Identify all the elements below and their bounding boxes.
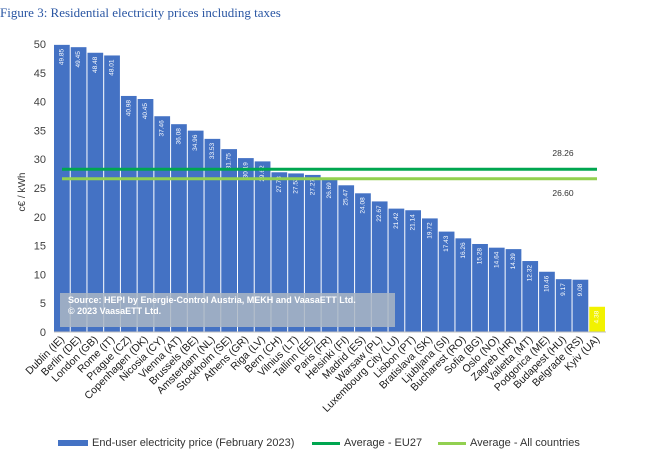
bar-value-label: 16.26 (460, 242, 467, 259)
bar (555, 279, 572, 332)
bar-value-label: 9.17 (560, 283, 567, 296)
y-tick-label: 45 (34, 68, 46, 80)
y-tick-label: 15 (34, 241, 46, 253)
y-tick-label: 10 (34, 269, 46, 281)
bar (505, 249, 522, 332)
y-tick-label: 30 (34, 154, 46, 166)
bar-value-label: 33.53 (209, 142, 216, 159)
legend-label-eu27: Average - EU27 (344, 437, 423, 449)
bar (120, 95, 137, 332)
bar (405, 210, 421, 332)
y-tick-label: 50 (34, 39, 46, 51)
y-tick-label: 25 (34, 183, 46, 195)
bar (271, 172, 288, 332)
legend-swatch-eu27 (312, 441, 340, 445)
legend-item-eu27: Average - EU27 (312, 437, 422, 449)
bar-value-label: 14.64 (493, 251, 500, 268)
bar (522, 261, 539, 332)
bar (589, 306, 605, 332)
bar-value-label: 21.14 (410, 214, 417, 231)
bar-value-label: 12.32 (527, 265, 534, 282)
legend-label-bars: End-user electricity price (February 202… (92, 437, 295, 449)
bar-value-label: 40.98 (125, 100, 132, 117)
bar-value-label: 26.69 (326, 182, 333, 199)
bar-value-label: 49.45 (75, 51, 82, 68)
legend-item-all: Average - All countries (438, 437, 580, 449)
y-tick-label: 20 (34, 212, 46, 224)
bar (137, 99, 154, 333)
y-tick-label: 0 (40, 327, 46, 339)
legend-label-all: Average - All countries (470, 437, 580, 449)
bar-value-label: 21.42 (393, 212, 400, 229)
bar (171, 124, 187, 332)
bar (488, 247, 505, 332)
bar-value-label: 31.75 (226, 153, 233, 170)
bar (288, 173, 304, 332)
bar-value-label: 27.27 (309, 179, 316, 196)
legend-swatch-bars (58, 440, 88, 446)
bar-value-label: 10.46 (543, 275, 550, 292)
bar-value-label: 40.45 (142, 103, 149, 120)
bar-value-label: 49.85 (58, 48, 65, 65)
bar (472, 243, 488, 332)
legend-swatch-all (438, 441, 466, 445)
bar-value-label: 37.46 (159, 120, 166, 137)
bar (104, 55, 120, 332)
bar (254, 161, 271, 332)
bar (422, 218, 438, 332)
legend: End-user electricity price (February 202… (0, 437, 665, 457)
reference-line-label: 26.60 (552, 188, 574, 198)
bar-value-label: 27.53 (293, 177, 300, 194)
bar-value-label: 29.62 (259, 165, 266, 182)
source-line: Source: HEPI by Energie-Control Austria,… (68, 295, 356, 305)
y-tick-label: 35 (34, 125, 46, 137)
bar (204, 138, 221, 332)
bar-value-label: 15.28 (477, 248, 484, 265)
bar (438, 231, 455, 332)
bar (70, 47, 87, 332)
bar-value-label: 48.48 (92, 56, 99, 73)
x-axis-labels: Dublin (IE)Berlin (DE)London (GB)Rome (I… (23, 334, 602, 415)
bar-value-label: 27.73 (276, 176, 283, 193)
bar-value-label: 14.39 (510, 253, 517, 270)
bar-value-label: 4.38 (594, 310, 601, 323)
legend-item-bars: End-user electricity price (February 202… (58, 437, 294, 449)
bar (54, 44, 70, 332)
bar-value-label: 48.01 (109, 59, 116, 76)
bar-value-label: 17.43 (443, 235, 450, 252)
bar-chart: 0 5 10 15 20 25 30 35 40 45 50 c€ / kWh 49.85 49.45… (17, 39, 606, 415)
bars: 49.85 49.45 48.48 48.01 40.98 40.45 37.46 36.08… (54, 44, 605, 333)
bar-value-label: 9.08 (577, 283, 584, 296)
bar (87, 52, 104, 333)
bar-value-label: 25.47 (343, 189, 350, 206)
y-axis: 0 5 10 15 20 25 30 35 40 45 50 (34, 39, 46, 339)
bar (238, 158, 254, 332)
bar (539, 271, 555, 332)
page-title: Figure 3: Residential electricity prices… (0, 5, 281, 20)
bar (572, 279, 589, 332)
bar-value-label: 36.08 (175, 128, 182, 145)
bar-value-label: 22.67 (376, 205, 383, 222)
bar (221, 149, 237, 332)
bar-value-label: 34.96 (192, 134, 199, 151)
source-note: Source: HEPI by Energie-Control Austria,… (60, 293, 395, 327)
bar-value-label: 19.72 (426, 222, 433, 239)
copyright-line: © 2023 VaasaETT Ltd. (68, 306, 162, 316)
y-axis-label: c€ / kWh (17, 173, 28, 212)
y-tick-label: 5 (40, 298, 46, 310)
reference-lines: 28.26 26.60 (62, 148, 597, 198)
bar (455, 238, 472, 332)
bar (187, 130, 204, 332)
reference-line-label: 28.26 (552, 148, 574, 158)
bar (304, 174, 321, 332)
y-tick-label: 40 (34, 97, 46, 109)
bar-value-label: 24.08 (359, 197, 366, 214)
